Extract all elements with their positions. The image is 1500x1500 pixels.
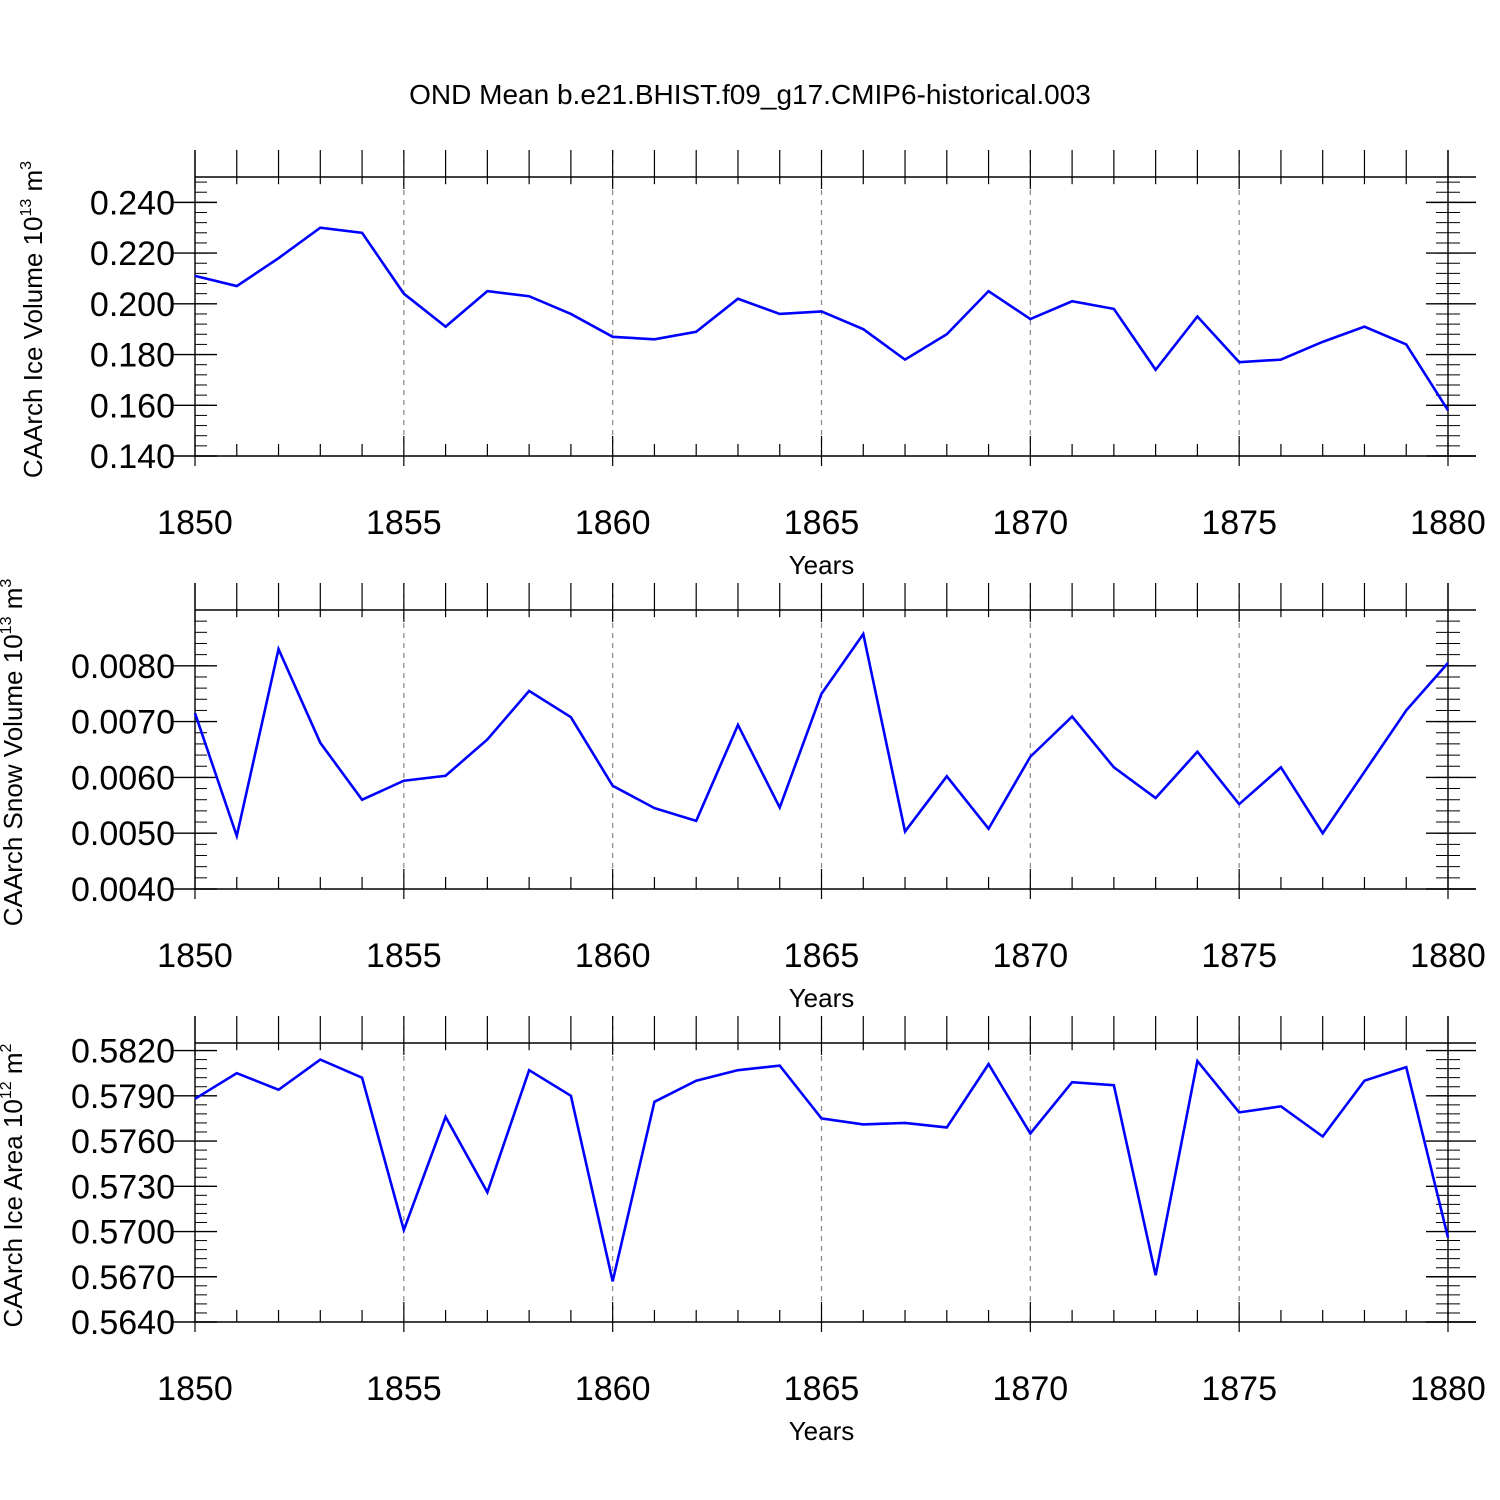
panel-2: 0.0040 0.0050 0.0060 0.0070 0.0080 1850 1855 18… [0,579,1486,1013]
x-tick-label: 1875 [1201,937,1277,975]
y-axis-label-text: m [18,170,48,199]
x-tick-label: 1870 [993,937,1069,975]
y-axis-label: CAArch Ice Area 1012 m2 [0,1043,28,1327]
x-tick-label: 1865 [784,937,860,975]
x-tick-label: 1880 [1410,937,1486,975]
panel-3: 0.5640 0.5670 0.5700 0.5730 0.5760 0.5790 0.58… [0,1016,1486,1446]
y-tick-label: 0.200 [90,286,175,324]
chart-title: OND Mean b.e21.BHIST.f09_g17.CMIP6-histo… [409,79,1091,110]
y-tick-label: 0.0050 [71,815,175,853]
x-axis-label: Years [789,1416,855,1446]
y-axis-label-superscript: 13 [0,616,15,634]
x-axis-label: Years [789,983,855,1013]
x-tick-label: 1855 [366,1370,442,1408]
x-tick-label: 1850 [157,1370,233,1408]
x-tick-label: 1860 [575,1370,651,1408]
x-tick-label: 1870 [993,1370,1069,1408]
y-tick-label: 0.0080 [71,648,175,686]
y-axis-label-superscript: 12 [0,1081,15,1099]
y-axis-label: CAArch Ice Volume 1013 m3 [18,161,48,478]
y-axis-label-text: m [0,1052,28,1081]
y-tick-label: 0.220 [90,235,175,273]
y-axis-label-text: CAArch Ice Area 10 [0,1099,28,1327]
panels: 0.140 0.160 0.180 0.200 0.220 0.240 1850 1855 18… [0,150,1486,1446]
y-tick-label: 0.5700 [71,1214,175,1252]
x-tick-label: 1880 [1410,1370,1486,1408]
y-tick-label: 0.5730 [71,1168,175,1206]
y-tick-label: 0.0040 [71,871,175,909]
y-tick-label: 0.0060 [71,759,175,797]
x-tick-label: 1865 [784,1370,860,1408]
y-tick-label: 0.140 [90,438,175,476]
y-axis-label-superscript: 3 [18,161,35,170]
y-tick-label: 0.5820 [71,1033,175,1071]
y-tick-label: 0.0070 [71,704,175,742]
y-axis-label: CAArch Snow Volume 1013 m3 [0,579,28,927]
y-tick-label: 0.5670 [71,1259,175,1297]
x-tick-label: 1865 [784,504,860,542]
y-axis-label-superscript: 13 [18,199,35,217]
x-tick-label: 1855 [366,937,442,975]
y-tick-label: 0.240 [90,184,175,222]
x-tick-label: 1860 [575,937,651,975]
y-axis-label-text: CAArch Ice Volume 10 [18,217,48,479]
x-tick-label: 1870 [993,504,1069,542]
y-tick-label: 0.5760 [71,1123,175,1161]
series-line [193,630,1449,841]
x-tick-label: 1860 [575,504,651,542]
x-tick-label: 1880 [1410,504,1486,542]
y-tick-label: 0.5640 [71,1304,175,1342]
y-tick-label: 0.180 [90,337,175,375]
y-axis-label-text: CAArch Snow Volume 10 [0,634,28,926]
x-tick-label: 1850 [157,504,233,542]
x-tick-label: 1850 [157,937,233,975]
x-tick-label: 1875 [1201,504,1277,542]
y-axis-label-text: m [0,588,28,617]
y-axis-label-superscript: 3 [0,579,15,588]
y-axis-label-superscript: 2 [0,1043,15,1052]
x-tick-label: 1855 [366,504,442,542]
y-tick-label: 0.5790 [71,1078,175,1116]
panel-1: 0.140 0.160 0.180 0.200 0.220 0.240 1850 1855 18… [18,150,1486,580]
series-line [194,226,1450,412]
y-tick-label: 0.160 [90,387,175,425]
x-axis-label: Years [789,550,855,580]
series-line [194,1058,1450,1282]
x-tick-label: 1875 [1201,1370,1277,1408]
